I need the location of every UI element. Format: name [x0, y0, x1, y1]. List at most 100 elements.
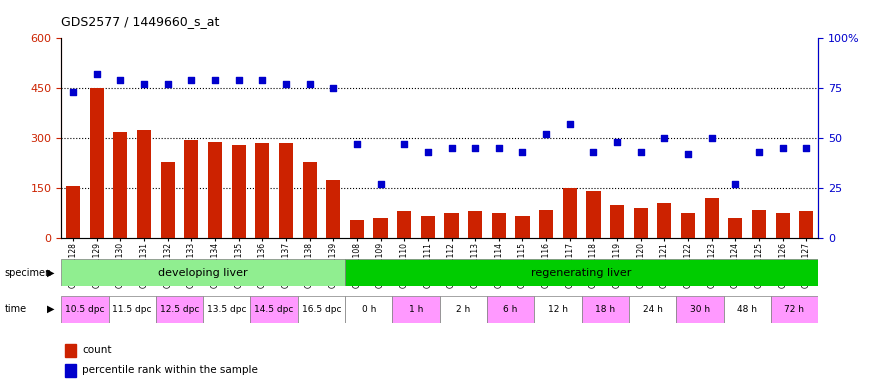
- Point: [397, 141, 411, 147]
- FancyBboxPatch shape: [250, 296, 298, 323]
- Bar: [775, 213, 790, 238]
- Point: [752, 149, 766, 155]
- Point: [279, 81, 293, 88]
- FancyBboxPatch shape: [629, 296, 676, 323]
- Bar: [515, 217, 529, 238]
- Point: [421, 149, 435, 155]
- Point: [610, 139, 624, 145]
- Text: percentile rank within the sample: percentile rank within the sample: [82, 365, 258, 375]
- Bar: [89, 88, 104, 238]
- FancyBboxPatch shape: [345, 296, 392, 323]
- FancyBboxPatch shape: [676, 296, 724, 323]
- Text: 10.5 dpc: 10.5 dpc: [65, 305, 105, 314]
- Bar: [586, 192, 600, 238]
- Point: [657, 135, 671, 141]
- Point: [728, 181, 742, 187]
- Text: 2 h: 2 h: [456, 305, 471, 314]
- Bar: [468, 212, 482, 238]
- Bar: [65, 364, 76, 376]
- Point: [468, 145, 482, 151]
- Text: 11.5 dpc: 11.5 dpc: [113, 305, 152, 314]
- Bar: [704, 198, 718, 238]
- Bar: [444, 213, 458, 238]
- Text: regenerating liver: regenerating liver: [531, 268, 632, 278]
- Point: [492, 145, 506, 151]
- Bar: [421, 217, 435, 238]
- Text: 12 h: 12 h: [548, 305, 568, 314]
- Point: [326, 85, 340, 91]
- Text: 48 h: 48 h: [737, 305, 757, 314]
- Point: [255, 77, 270, 83]
- Point: [515, 149, 529, 155]
- Point: [137, 81, 151, 88]
- Text: 16.5 dpc: 16.5 dpc: [302, 305, 341, 314]
- Bar: [681, 213, 695, 238]
- FancyBboxPatch shape: [440, 296, 487, 323]
- Bar: [326, 180, 340, 238]
- FancyBboxPatch shape: [392, 296, 440, 323]
- Text: 0 h: 0 h: [361, 305, 376, 314]
- Text: specimen: specimen: [4, 268, 52, 278]
- Point: [350, 141, 364, 147]
- Bar: [799, 212, 814, 238]
- FancyBboxPatch shape: [203, 296, 250, 323]
- FancyBboxPatch shape: [771, 296, 818, 323]
- Bar: [752, 210, 766, 238]
- FancyBboxPatch shape: [724, 296, 771, 323]
- Bar: [279, 143, 293, 238]
- Bar: [657, 203, 671, 238]
- Bar: [232, 145, 246, 238]
- Point: [634, 149, 648, 155]
- FancyBboxPatch shape: [487, 296, 535, 323]
- Point: [374, 181, 388, 187]
- Point: [303, 81, 317, 88]
- Bar: [208, 142, 222, 238]
- Point: [563, 121, 577, 127]
- Text: 14.5 dpc: 14.5 dpc: [255, 305, 294, 314]
- Bar: [397, 212, 411, 238]
- Text: developing liver: developing liver: [158, 268, 248, 278]
- Text: time: time: [4, 304, 26, 314]
- Bar: [610, 205, 624, 238]
- Text: 72 h: 72 h: [785, 305, 804, 314]
- Point: [704, 135, 718, 141]
- Text: ▶: ▶: [46, 268, 54, 278]
- Bar: [728, 218, 742, 238]
- Point: [775, 145, 789, 151]
- Text: 6 h: 6 h: [503, 305, 518, 314]
- Point: [681, 151, 695, 157]
- Bar: [303, 162, 317, 238]
- Point: [66, 89, 80, 95]
- Bar: [350, 220, 364, 238]
- Bar: [255, 143, 270, 238]
- Text: 12.5 dpc: 12.5 dpc: [160, 305, 200, 314]
- FancyBboxPatch shape: [298, 296, 345, 323]
- Text: count: count: [82, 345, 112, 355]
- Text: 13.5 dpc: 13.5 dpc: [207, 305, 247, 314]
- Text: 1 h: 1 h: [409, 305, 423, 314]
- Text: 18 h: 18 h: [595, 305, 615, 314]
- FancyBboxPatch shape: [61, 259, 345, 286]
- FancyBboxPatch shape: [108, 296, 156, 323]
- Point: [90, 71, 104, 78]
- Bar: [185, 140, 199, 238]
- FancyBboxPatch shape: [582, 296, 629, 323]
- FancyBboxPatch shape: [345, 259, 818, 286]
- Bar: [65, 344, 76, 356]
- Bar: [563, 188, 577, 238]
- Bar: [66, 187, 80, 238]
- FancyBboxPatch shape: [535, 296, 582, 323]
- Text: GDS2577 / 1449660_s_at: GDS2577 / 1449660_s_at: [61, 15, 220, 28]
- Point: [232, 77, 246, 83]
- Point: [161, 81, 175, 88]
- Bar: [136, 130, 151, 238]
- Bar: [161, 162, 175, 238]
- Point: [799, 145, 813, 151]
- Bar: [374, 218, 388, 238]
- Point: [539, 131, 553, 137]
- Point: [586, 149, 600, 155]
- FancyBboxPatch shape: [61, 296, 108, 323]
- Bar: [634, 208, 648, 238]
- Point: [185, 77, 199, 83]
- Point: [208, 77, 222, 83]
